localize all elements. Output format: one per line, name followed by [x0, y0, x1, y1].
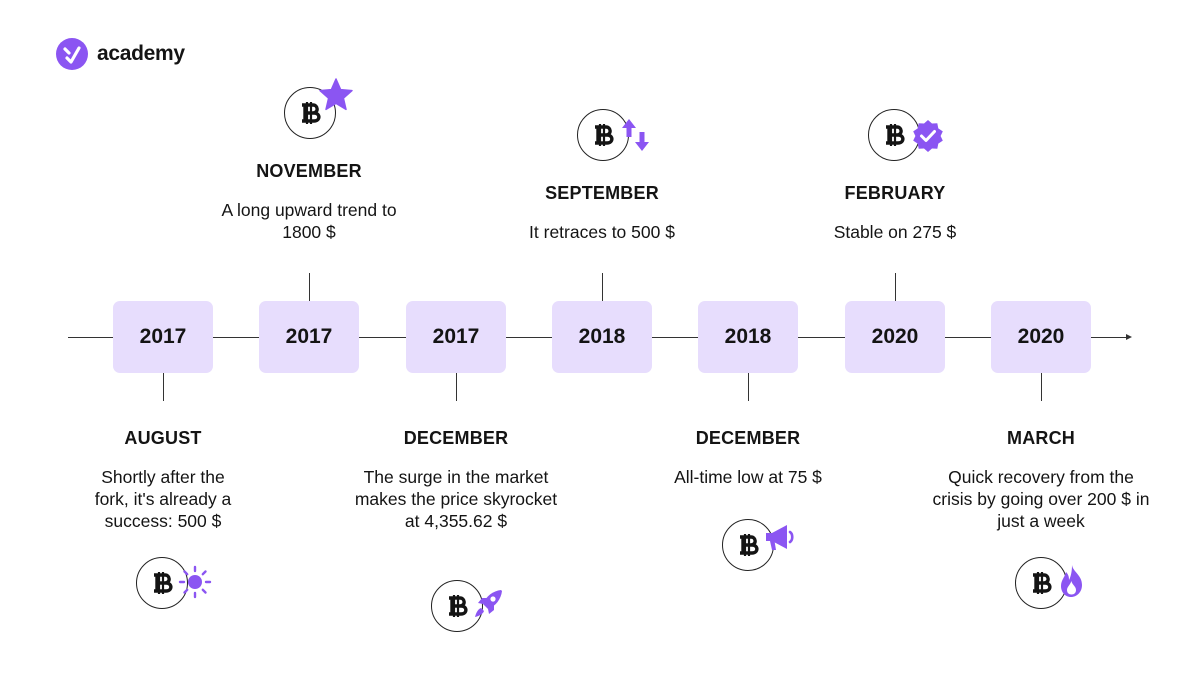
verified-badge-icon: [913, 120, 943, 152]
event-description: The surge in the market makes the price …: [354, 467, 558, 531]
event-description: A long upward trend to 1800 $: [221, 200, 397, 242]
event-march-2020: MARCH Quick recovery from the crisis by …: [926, 428, 1156, 532]
connector-line: [163, 373, 164, 401]
event-description: All-time low at 75 $: [674, 467, 822, 487]
year-box: 2018: [552, 301, 652, 373]
event-february-2020: FEBRUARY Stable on 275 $: [780, 183, 1010, 243]
event-month: FEBRUARY: [844, 183, 946, 203]
megaphone-icon: [766, 525, 794, 550]
bitcoin-icon: [722, 519, 774, 571]
event-description: Quick recovery from the crisis by going …: [932, 467, 1150, 531]
up-down-arrows-icon: [622, 119, 649, 151]
rocket-icon: [475, 590, 502, 617]
bitcoin-icon: [868, 109, 920, 161]
year-box: 2018: [698, 301, 798, 373]
year-box: 2017: [113, 301, 213, 373]
connector-line: [895, 273, 896, 301]
academy-logo-icon: [56, 38, 88, 70]
event-month: AUGUST: [124, 428, 202, 448]
event-month: NOVEMBER: [256, 161, 362, 181]
event-december-2018: DECEMBER All-time low at 75 $: [633, 428, 863, 488]
event-september-2018: SEPTEMBER It retraces to 500 $: [487, 183, 717, 243]
event-november-2017: NOVEMBER A long upward trend to 1800 $: [194, 161, 424, 243]
brand-logo: academy: [56, 38, 185, 70]
bitcoin-icon: [431, 580, 483, 632]
event-description: It retraces to 500 $: [529, 222, 675, 242]
year-box: 2020: [845, 301, 945, 373]
event-month: DECEMBER: [403, 428, 509, 448]
event-august-2017: AUGUST Shortly after the fork, it's alre…: [48, 428, 278, 532]
year-box: 2020: [991, 301, 1091, 373]
connector-line: [1041, 373, 1042, 401]
connector-line: [456, 373, 457, 401]
year-box: 2017: [259, 301, 359, 373]
bitcoin-icon: [136, 557, 188, 609]
brand-name: academy: [97, 42, 185, 65]
connector-line: [748, 373, 749, 401]
fire-icon: [1061, 565, 1082, 597]
sun-icon: [178, 565, 212, 599]
event-december-2017: DECEMBER The surge in the market makes t…: [341, 428, 571, 532]
bitcoin-icon: [1015, 557, 1067, 609]
star-icon: [319, 78, 353, 111]
year-box: 2017: [406, 301, 506, 373]
event-month: DECEMBER: [695, 428, 801, 448]
event-month: MARCH: [1007, 428, 1075, 448]
event-description: Shortly after the fork, it's already a s…: [94, 467, 232, 531]
bitcoin-icon: [577, 109, 629, 161]
event-month: SEPTEMBER: [545, 183, 659, 203]
event-description: Stable on 275 $: [833, 222, 957, 242]
connector-line: [602, 273, 603, 301]
connector-line: [309, 273, 310, 301]
axis-arrowhead: [1126, 334, 1132, 340]
